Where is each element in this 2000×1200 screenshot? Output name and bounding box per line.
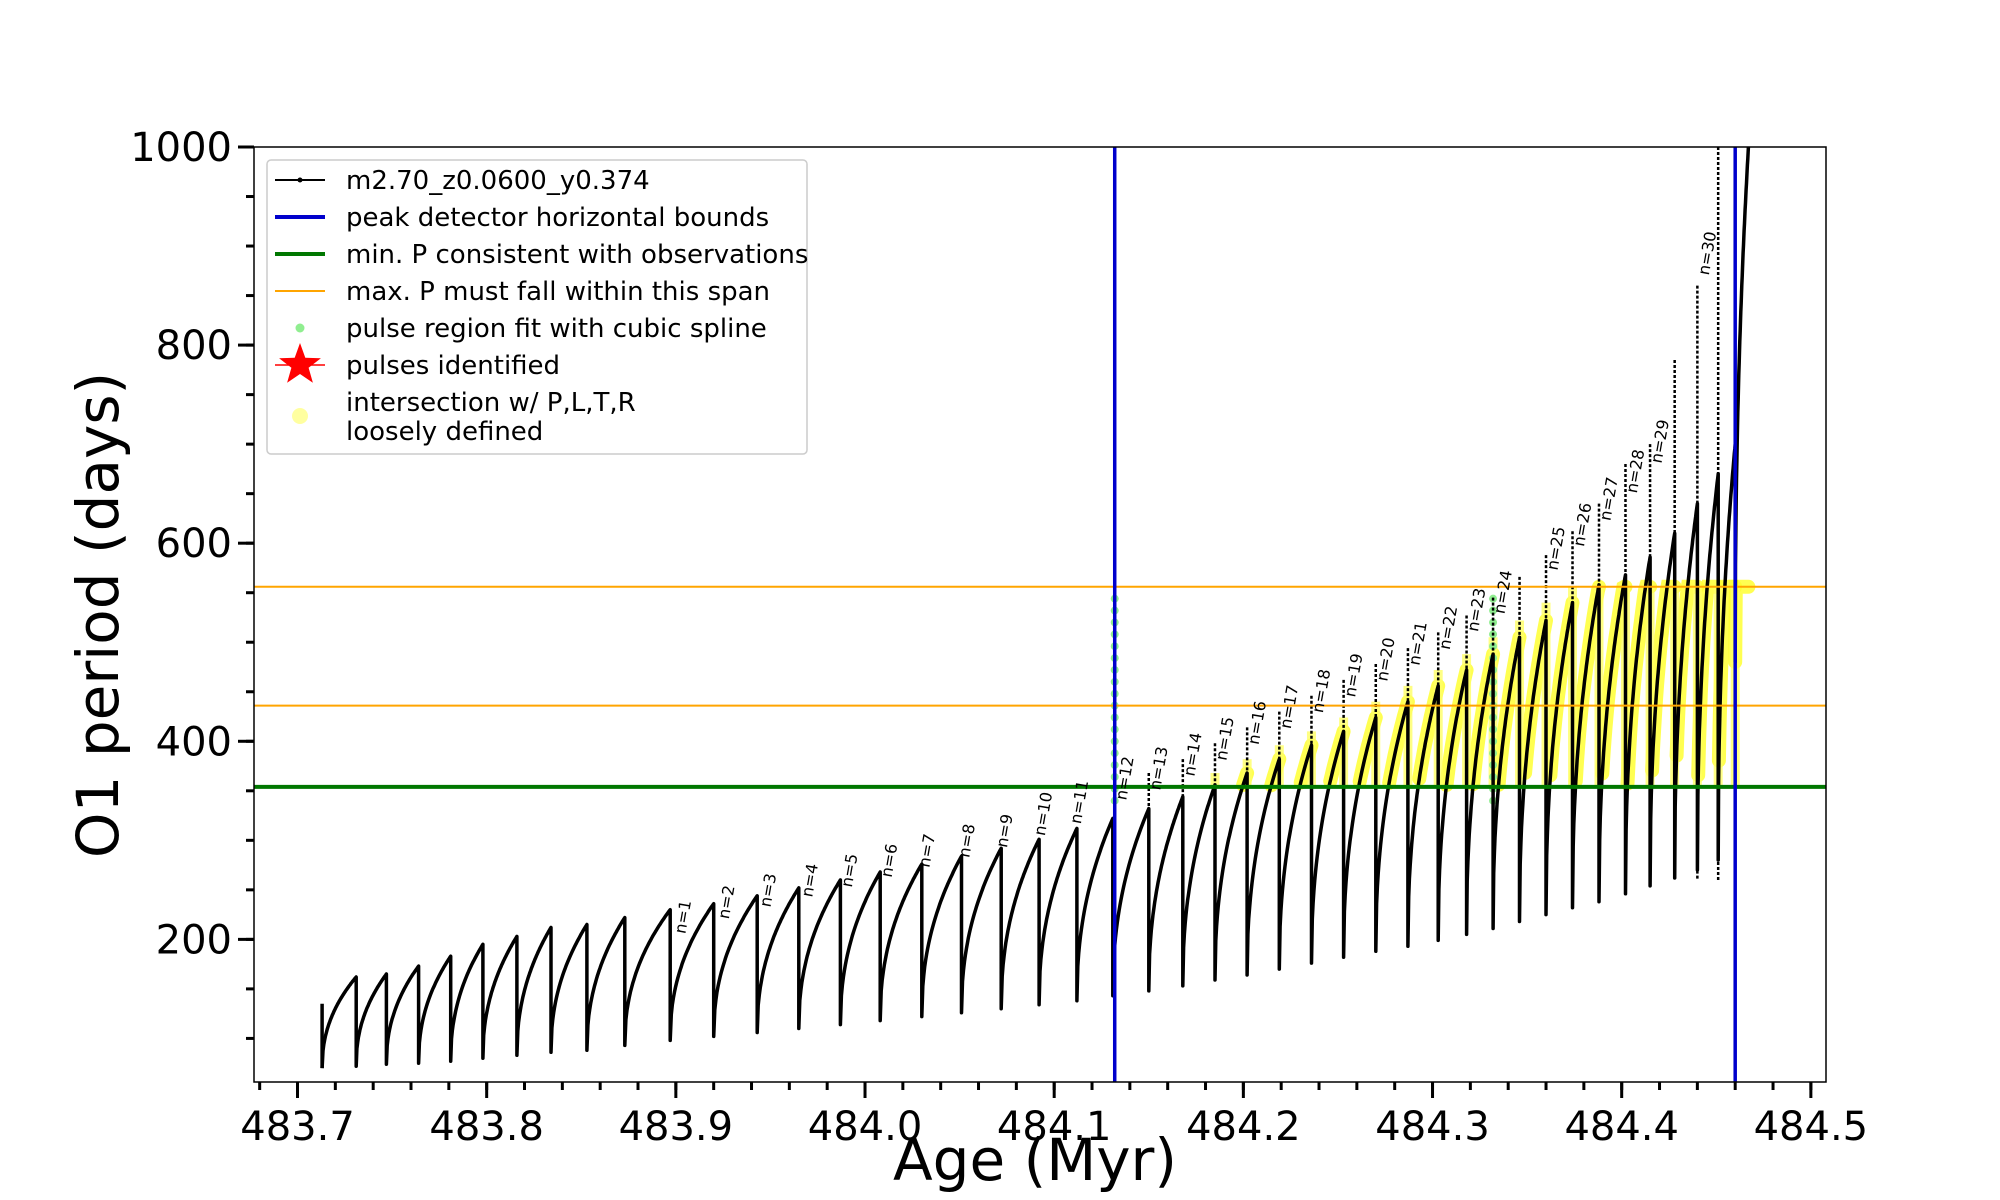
x-tick-label: 483.8 (429, 1104, 544, 1150)
horizontal-lines-layer (254, 585, 1826, 789)
spline-fit-layer (1110, 594, 1498, 805)
x-tick-label: 484.2 (1186, 1104, 1301, 1150)
y-axis: 200 400 600 800 1000 (130, 125, 254, 1040)
legend-label: intersection w/ P,L,T,R (346, 388, 636, 418)
legend-label: max. P must fall within this span (346, 277, 770, 307)
y-tick-label: 1000 (130, 125, 232, 171)
legend-entry: m2.70_z0.0600_y0.374 (275, 166, 650, 196)
legend-entry: pulse region fit with cubic spline (295, 314, 767, 344)
legend-entry: min. P consistent with observations (275, 240, 808, 270)
legend-swatch-star (279, 343, 321, 383)
y-tick-label: 600 (156, 521, 232, 567)
legend-label: min. P consistent with observations (346, 240, 808, 270)
x-tick-label: 484.1 (997, 1104, 1112, 1150)
legend-box (266, 159, 808, 455)
x-tick-label: 484.5 (1754, 1104, 1869, 1150)
x-tick-label: 484.0 (808, 1104, 923, 1150)
vertical-lines-layer (1112, 147, 1737, 1082)
legend-label: pulse region fit with cubic spline (346, 314, 767, 344)
y-tick-label: 200 (156, 917, 232, 963)
x-axis-title: Age (Myr) (893, 1126, 1177, 1194)
legend-entry: peak detector horizontal bounds (275, 203, 769, 233)
legend-entry: pulses identified (275, 343, 560, 383)
legend-label: m2.70_z0.0600_y0.374 (346, 166, 650, 196)
legend-entry: max. P must fall within this span (275, 277, 770, 307)
y-tick-label: 800 (156, 323, 232, 369)
y-axis-title: O1 period (days) (64, 372, 132, 858)
legend-label: peak detector horizontal bounds (346, 203, 769, 233)
legend-label-line2: loosely defined (346, 417, 543, 447)
legend-label: pulses identified (346, 351, 560, 381)
spline-fit-point (1489, 642, 1498, 651)
series-line (320, 147, 1751, 1069)
plot-frame (253, 146, 1827, 1083)
y-tick-label: 400 (156, 719, 232, 765)
legend-swatch-dot (292, 408, 308, 424)
legend-swatch-dot (295, 323, 305, 333)
plot-area: n=1 n=2 n=3 n=4 n=5 n=6 n=7 n=8 n=9 n=10 n=11n=12 n… (254, 147, 1826, 1082)
legend-swatch-marker (297, 177, 303, 183)
x-tick-label: 484.3 (1375, 1104, 1490, 1150)
x-axis: 483.7 483.8 483.9 484.0 484.1 484.2 484.3 484.4… (240, 1082, 1868, 1150)
x-tick-label: 483.9 (619, 1104, 734, 1150)
x-tick-label: 484.4 (1564, 1104, 1679, 1150)
x-tick-label: 483.7 (240, 1104, 355, 1150)
series-layer (320, 147, 1751, 1069)
spline-fit-point (1489, 618, 1498, 627)
